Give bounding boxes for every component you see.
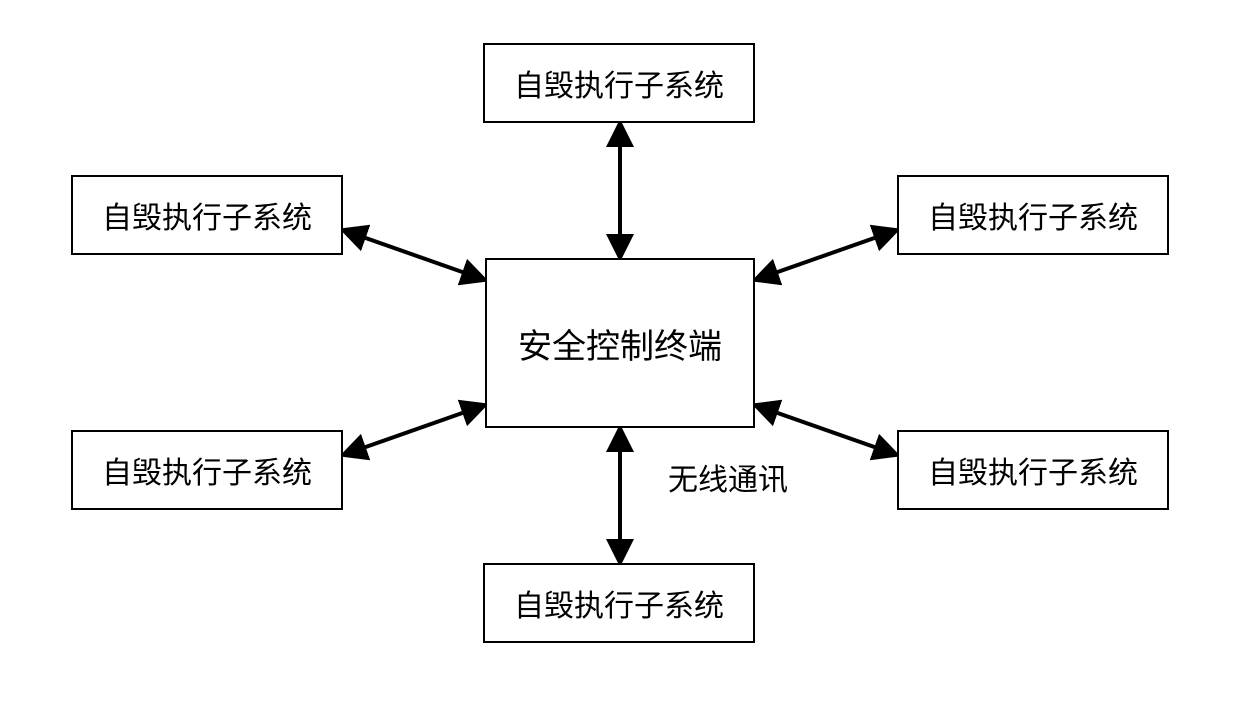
top-node-label: 自毁执行子系统 [514, 61, 724, 105]
edge-arrow [755, 230, 897, 280]
bottom-node-label: 自毁执行子系统 [514, 581, 724, 625]
edge-arrow [755, 405, 897, 455]
edge-label: 无线通讯 [668, 455, 788, 499]
top-right-node-label: 自毁执行子系统 [928, 193, 1138, 237]
edge-arrow [343, 405, 485, 455]
bottom-right-node-label: 自毁执行子系统 [928, 448, 1138, 492]
edge-label-text: 无线通讯 [668, 464, 788, 497]
bottom-left-node-label: 自毁执行子系统 [102, 448, 312, 492]
top-left-node-label: 自毁执行子系统 [102, 193, 312, 237]
edge-arrow [343, 230, 485, 280]
bottom-right-node: 自毁执行子系统 [897, 430, 1169, 510]
top-left-node: 自毁执行子系统 [71, 175, 343, 255]
bottom-left-node: 自毁执行子系统 [71, 430, 343, 510]
top-node: 自毁执行子系统 [483, 43, 755, 123]
center-node-label: 安全控制终端 [518, 319, 722, 368]
diagram-container: 安全控制终端 自毁执行子系统 自毁执行子系统 自毁执行子系统 自毁执行子系统 自… [0, 0, 1240, 703]
top-right-node: 自毁执行子系统 [897, 175, 1169, 255]
center-node: 安全控制终端 [485, 258, 755, 428]
bottom-node: 自毁执行子系统 [483, 563, 755, 643]
